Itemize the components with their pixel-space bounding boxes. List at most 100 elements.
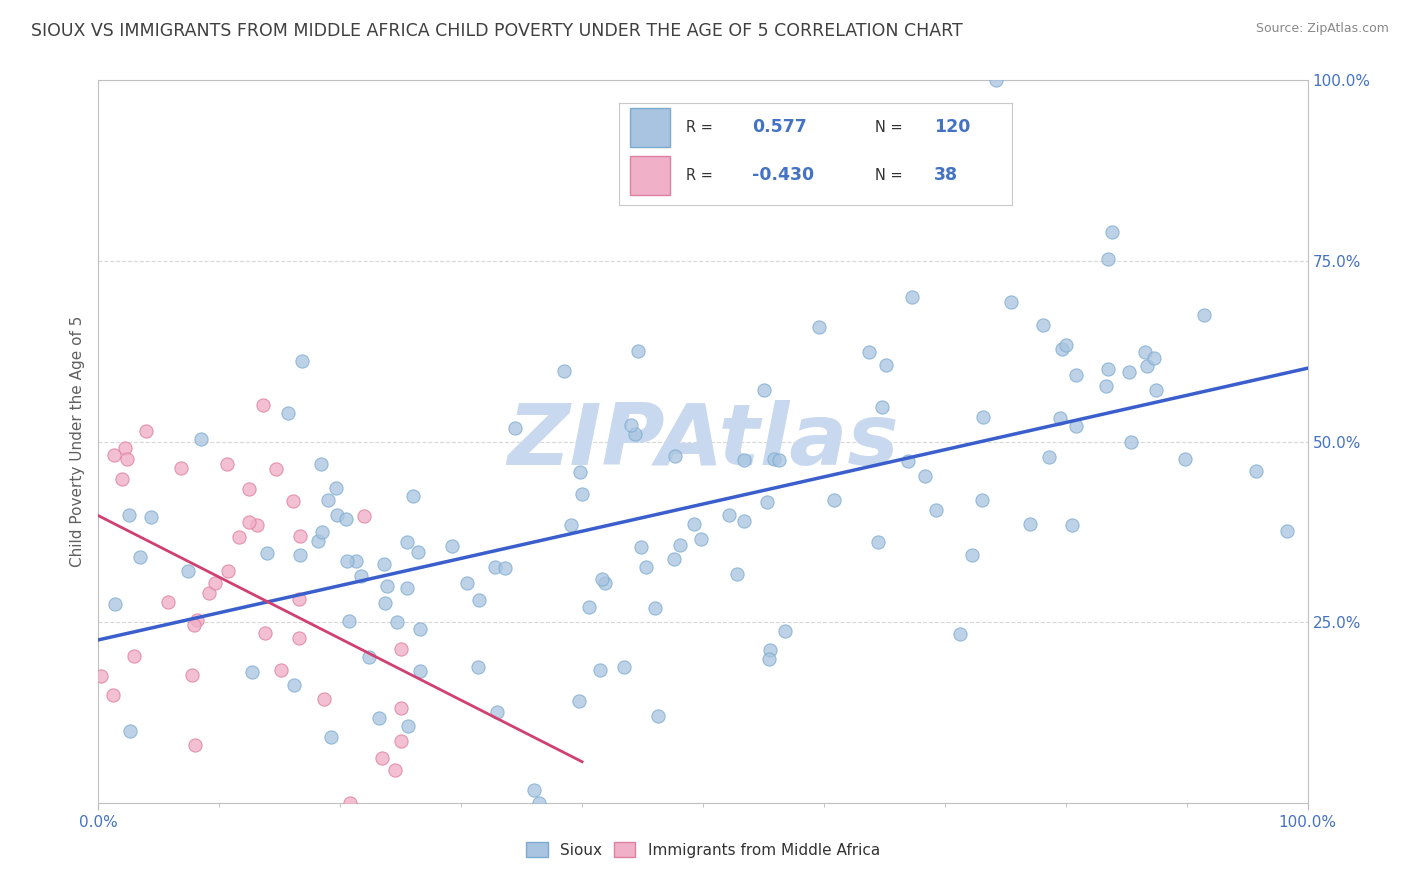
- Point: [198, 586, 221, 600]
- Point: [111, 472, 134, 486]
- Point: [103, 448, 125, 462]
- Point: [389, 641, 412, 656]
- Point: [307, 534, 329, 549]
- Point: [1032, 318, 1054, 333]
- Text: N =: N =: [875, 168, 903, 183]
- Point: [389, 733, 412, 747]
- Point: [569, 465, 592, 479]
- Point: [217, 457, 239, 471]
- Point: [309, 457, 332, 471]
- Point: [316, 492, 339, 507]
- Point: [104, 598, 127, 612]
- Text: SIOUX VS IMMIGRANTS FROM MIDDLE AFRICA CHILD POVERTY UNDER THE AGE OF 5 CORRELAT: SIOUX VS IMMIGRANTS FROM MIDDLE AFRICA C…: [31, 22, 963, 40]
- Point: [1000, 294, 1022, 309]
- Point: [589, 663, 612, 677]
- Point: [759, 643, 782, 657]
- Point: [353, 509, 375, 524]
- Point: [925, 503, 948, 517]
- Point: [949, 627, 972, 641]
- Point: [344, 553, 367, 567]
- Point: [1118, 365, 1140, 379]
- Point: [984, 73, 1007, 87]
- Point: [733, 453, 755, 467]
- Point: [1142, 351, 1164, 365]
- Point: [1244, 465, 1267, 479]
- Point: [270, 663, 292, 677]
- Point: [485, 705, 508, 719]
- Point: [527, 796, 550, 810]
- Point: [914, 469, 936, 483]
- Point: [1101, 226, 1123, 240]
- Point: [756, 495, 779, 509]
- Point: [733, 514, 755, 528]
- Point: [402, 489, 425, 503]
- Point: [283, 678, 305, 692]
- Point: [264, 462, 287, 476]
- Point: [636, 560, 658, 574]
- Text: ZIPAtlas: ZIPAtlas: [508, 400, 898, 483]
- Point: [253, 626, 276, 640]
- Point: [170, 461, 193, 475]
- Point: [374, 596, 396, 610]
- Point: [1174, 451, 1197, 466]
- Point: [325, 481, 347, 495]
- Point: [396, 719, 419, 733]
- Point: [288, 549, 311, 563]
- Text: 0.577: 0.577: [752, 119, 807, 136]
- Point: [277, 406, 299, 420]
- Point: [683, 516, 706, 531]
- Point: [118, 723, 141, 738]
- Point: [620, 417, 643, 432]
- Point: [571, 487, 593, 501]
- Text: 38: 38: [934, 167, 957, 185]
- Point: [135, 425, 157, 439]
- Point: [367, 711, 389, 725]
- Point: [644, 601, 666, 615]
- Point: [624, 427, 647, 442]
- Point: [1144, 383, 1167, 397]
- Point: [1135, 345, 1157, 359]
- Point: [375, 579, 398, 593]
- Point: [718, 508, 741, 522]
- Point: [669, 539, 692, 553]
- Point: [553, 364, 575, 378]
- Point: [256, 546, 278, 560]
- Point: [288, 528, 311, 542]
- Y-axis label: Child Poverty Under the Age of 5: Child Poverty Under the Age of 5: [70, 316, 86, 567]
- Point: [326, 508, 349, 523]
- Point: [456, 575, 478, 590]
- Point: [858, 345, 880, 359]
- FancyBboxPatch shape: [630, 108, 669, 146]
- Point: [568, 693, 591, 707]
- Text: -0.430: -0.430: [752, 167, 814, 185]
- Point: [252, 399, 274, 413]
- Point: [409, 664, 432, 678]
- Point: [972, 492, 994, 507]
- Point: [689, 532, 711, 546]
- Point: [115, 451, 138, 466]
- Point: [238, 515, 260, 529]
- Point: [118, 508, 141, 522]
- Point: [441, 539, 464, 553]
- Point: [900, 290, 922, 304]
- Point: [1119, 435, 1142, 450]
- Point: [758, 651, 780, 665]
- Point: [186, 613, 208, 627]
- Point: [725, 567, 748, 582]
- Point: [312, 692, 335, 706]
- Point: [870, 401, 893, 415]
- Point: [647, 709, 669, 723]
- Point: [662, 552, 685, 566]
- Point: [768, 453, 790, 467]
- Point: [139, 510, 162, 524]
- Point: [1038, 450, 1060, 464]
- Point: [1050, 342, 1073, 356]
- Point: [468, 593, 491, 607]
- Point: [406, 544, 429, 558]
- Point: [897, 453, 920, 467]
- Point: [1097, 252, 1119, 266]
- Point: [664, 449, 686, 463]
- Point: [503, 421, 526, 435]
- Point: [349, 569, 371, 583]
- Point: [752, 383, 775, 397]
